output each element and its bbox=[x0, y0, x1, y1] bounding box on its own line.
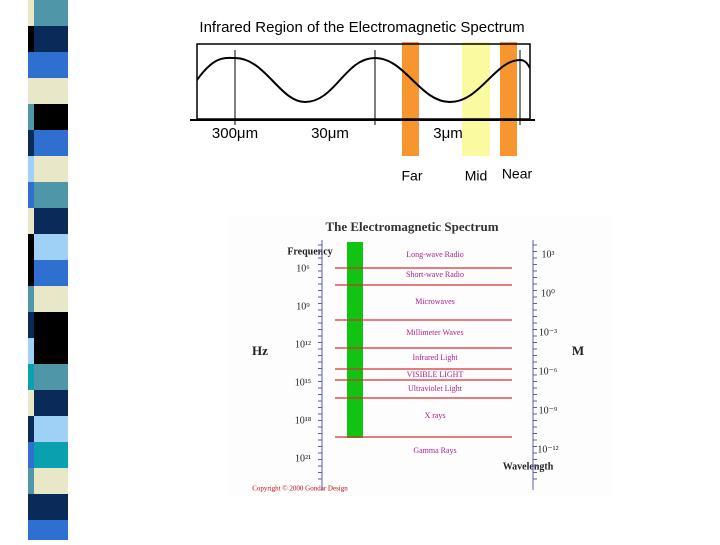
diagram-background bbox=[228, 215, 612, 497]
wavelength-unit: M bbox=[572, 343, 584, 358]
strip-square bbox=[32, 442, 68, 468]
strip-edge bbox=[28, 442, 34, 468]
wavelength-label: 300μm bbox=[212, 125, 258, 142]
wavelength-value: 10⁻⁹ bbox=[539, 405, 558, 416]
strip-edge bbox=[28, 312, 34, 338]
strip-edge bbox=[28, 416, 34, 442]
strip-square bbox=[32, 468, 68, 494]
spectrum-title: The Electromagnetic Spectrum bbox=[325, 219, 498, 234]
strip-square bbox=[32, 208, 68, 234]
wavelength-value: 10⁻⁶ bbox=[539, 366, 558, 377]
wavelength-value: 10⁻³ bbox=[539, 327, 557, 338]
strip-edge bbox=[28, 26, 34, 52]
band-label: Ultraviolet Light bbox=[408, 384, 463, 393]
strip-edge bbox=[28, 338, 34, 364]
frequency-value: 10⁶ bbox=[296, 263, 310, 274]
strip-square bbox=[32, 390, 68, 416]
band-label: X rays bbox=[424, 411, 445, 420]
strip-edge bbox=[28, 52, 34, 78]
strip-edge bbox=[28, 468, 34, 494]
strip-square bbox=[32, 182, 68, 208]
strip-edge bbox=[28, 104, 34, 130]
wavelength-value: 10⁰ bbox=[541, 288, 555, 299]
region-label: Near bbox=[502, 166, 533, 182]
strip-square bbox=[32, 364, 68, 390]
frequency-label: Frequency bbox=[287, 246, 332, 257]
strip-square bbox=[32, 416, 68, 442]
strip-square bbox=[32, 260, 68, 286]
band-label: Short-wave Radio bbox=[406, 270, 464, 279]
far-band bbox=[402, 42, 419, 156]
strip-edge bbox=[28, 130, 34, 156]
wavelength-value: 10⁻¹² bbox=[537, 444, 558, 455]
strip-square bbox=[32, 520, 68, 545]
region-label: Mid bbox=[465, 168, 488, 184]
strip-square bbox=[32, 494, 68, 520]
band-label: Millimeter Waves bbox=[406, 328, 463, 337]
strip-square bbox=[32, 286, 68, 312]
strip-edge bbox=[28, 0, 34, 26]
strip-edge bbox=[28, 208, 34, 234]
spectrum-diagram: The Electromagnetic Spectrum Frequency H… bbox=[228, 215, 612, 497]
strip-square bbox=[32, 234, 68, 260]
frequency-value: 10¹² bbox=[295, 339, 311, 350]
band-label: Long-wave Radio bbox=[406, 250, 464, 259]
strip-edge bbox=[28, 260, 34, 286]
strip-edge bbox=[28, 520, 34, 545]
strip-square bbox=[32, 338, 68, 364]
band-label: Gamma Rays bbox=[413, 446, 456, 455]
infrared-diagram: Infrared Region of the Electromagnetic S… bbox=[190, 19, 535, 184]
near-band bbox=[500, 42, 517, 156]
strip-square bbox=[32, 104, 68, 130]
mid-band bbox=[462, 42, 490, 156]
frequency-value: 10¹⁵ bbox=[295, 377, 311, 388]
strip-edge bbox=[28, 234, 34, 260]
spectrum-bar bbox=[347, 242, 363, 438]
copyright: Copyright © 2000 Gondar Design bbox=[252, 485, 348, 493]
strip-edge bbox=[28, 390, 34, 416]
strip-edge bbox=[28, 494, 34, 520]
wavelength-label: 3μm bbox=[433, 125, 462, 142]
strip-square bbox=[32, 0, 68, 26]
strip-square bbox=[32, 130, 68, 156]
decorative-strip bbox=[28, 0, 68, 545]
band-label: Infrared Light bbox=[412, 353, 458, 362]
band-label: VISIBLE LIGHT bbox=[407, 370, 464, 379]
strip-edge bbox=[28, 78, 34, 104]
frequency-value: 10⁹ bbox=[296, 301, 310, 312]
wavelength-label: Wavelength bbox=[503, 461, 554, 472]
frequency-value: 10²¹ bbox=[295, 453, 311, 464]
strip-edge bbox=[28, 364, 34, 390]
region-label: Far bbox=[402, 168, 423, 184]
wavelength-value: 10³ bbox=[542, 249, 555, 260]
strip-square bbox=[32, 78, 68, 104]
band-label: Microwaves bbox=[415, 297, 455, 306]
frequency-value: 10¹⁸ bbox=[295, 415, 312, 426]
strip-square bbox=[32, 52, 68, 78]
strip-square bbox=[32, 312, 68, 338]
strip-edge bbox=[28, 182, 34, 208]
strip-square bbox=[32, 156, 68, 182]
strip-edge bbox=[28, 286, 34, 312]
strip-square bbox=[32, 26, 68, 52]
strip-edge bbox=[28, 156, 34, 182]
wavelength-label: 30μm bbox=[311, 125, 349, 142]
infrared-title: Infrared Region of the Electromagnetic S… bbox=[199, 19, 524, 36]
frequency-unit: Hz bbox=[252, 343, 268, 358]
